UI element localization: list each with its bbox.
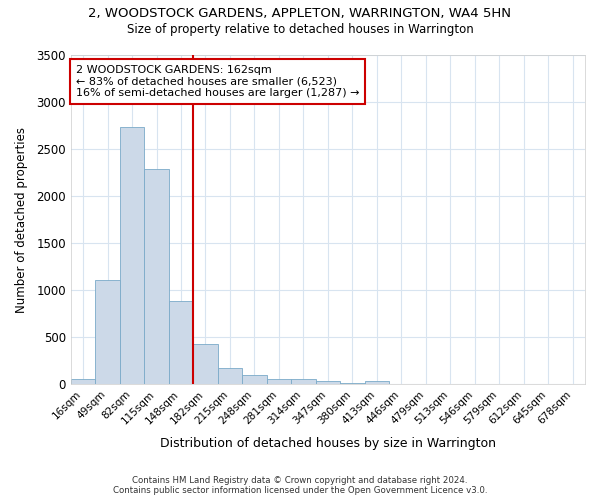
Bar [193, 344, 218, 384]
Bar [365, 382, 389, 384]
Y-axis label: Number of detached properties: Number of detached properties [15, 126, 28, 312]
Bar [71, 380, 95, 384]
Text: 2 WOODSTOCK GARDENS: 162sqm
← 83% of detached houses are smaller (6,523)
16% of : 2 WOODSTOCK GARDENS: 162sqm ← 83% of det… [76, 65, 359, 98]
Bar [291, 380, 316, 384]
Bar [95, 280, 120, 384]
Bar [340, 383, 365, 384]
Text: 2, WOODSTOCK GARDENS, APPLETON, WARRINGTON, WA4 5HN: 2, WOODSTOCK GARDENS, APPLETON, WARRINGT… [89, 8, 511, 20]
Bar [242, 375, 266, 384]
Bar [169, 302, 193, 384]
Text: Contains HM Land Registry data © Crown copyright and database right 2024.
Contai: Contains HM Land Registry data © Crown c… [113, 476, 487, 495]
Bar [120, 128, 144, 384]
X-axis label: Distribution of detached houses by size in Warrington: Distribution of detached houses by size … [160, 437, 496, 450]
Bar [266, 378, 291, 384]
Bar [316, 382, 340, 384]
Bar [144, 169, 169, 384]
Bar [218, 368, 242, 384]
Text: Size of property relative to detached houses in Warrington: Size of property relative to detached ho… [127, 22, 473, 36]
